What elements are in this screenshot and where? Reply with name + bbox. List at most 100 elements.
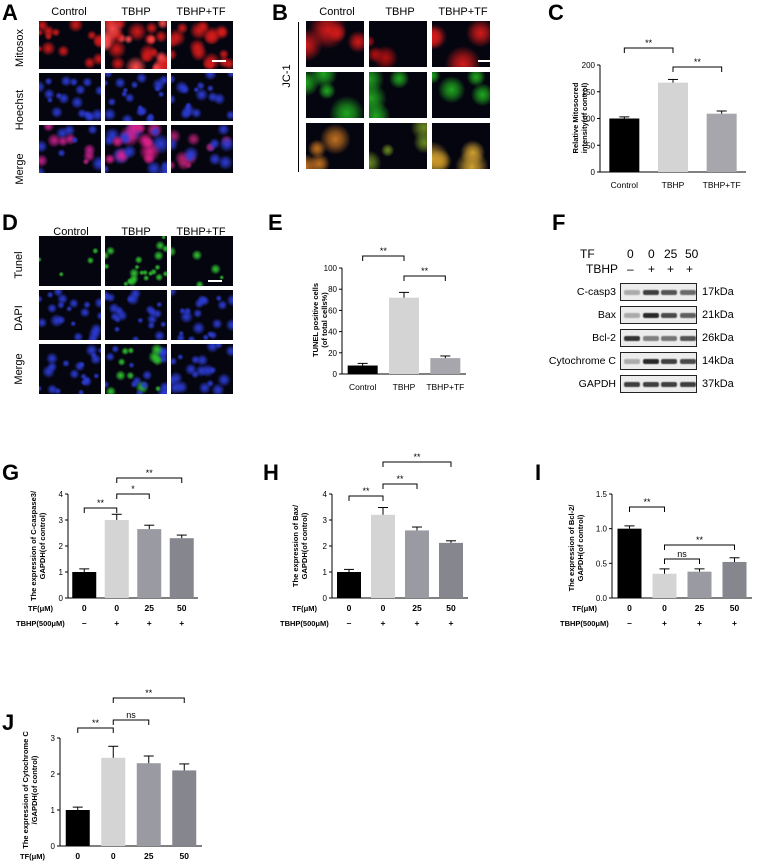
significance-label: ** bbox=[92, 718, 100, 728]
bar bbox=[172, 770, 197, 846]
bar bbox=[337, 572, 361, 598]
blot-band bbox=[661, 336, 677, 341]
x-tick-label: 0 bbox=[111, 851, 116, 861]
y-tick-label: 0 bbox=[323, 594, 328, 603]
bar bbox=[405, 530, 429, 598]
significance-label: ** bbox=[380, 246, 388, 256]
panel-label-d: D bbox=[2, 210, 18, 235]
bar bbox=[722, 561, 747, 598]
x-tick-label: 0 bbox=[347, 603, 352, 613]
blot-kda-label: 17kDa bbox=[702, 286, 734, 298]
panel-d-image-r2-c3 bbox=[170, 289, 234, 341]
panel-b-image-r3-c2 bbox=[368, 122, 428, 170]
bar bbox=[65, 810, 90, 846]
tbhp-value: + bbox=[732, 618, 737, 628]
significance-bracket bbox=[382, 483, 418, 489]
tbhp-value: + bbox=[381, 618, 386, 628]
bar bbox=[617, 528, 642, 598]
bar bbox=[104, 520, 129, 598]
panel-d-image-r1-c3 bbox=[170, 235, 234, 287]
panel-label-f: F bbox=[552, 210, 566, 235]
y-tick-label: 40 bbox=[328, 328, 337, 337]
significance-label: ** bbox=[694, 57, 702, 67]
blot-tbhp-1: + bbox=[648, 262, 656, 276]
significance-label: ** bbox=[396, 474, 404, 484]
panel-b-image-r2-c1 bbox=[305, 71, 365, 119]
x-tick-label: 0 bbox=[381, 603, 386, 613]
significance-bracket bbox=[664, 558, 700, 564]
panel-a-col-tbhp: TBHP bbox=[121, 6, 151, 18]
x-tick-label: 25 bbox=[695, 603, 705, 613]
y-tick-label: 50 bbox=[586, 141, 595, 150]
bar bbox=[687, 571, 712, 598]
significance-bracket bbox=[77, 727, 114, 733]
bar bbox=[389, 297, 419, 374]
significance-label: ns bbox=[677, 549, 687, 559]
x-tick-label: 25 bbox=[144, 851, 154, 861]
tbhp-value: + bbox=[114, 618, 119, 628]
significance-bracket bbox=[664, 544, 735, 550]
blot-tbhp-2: + bbox=[667, 262, 675, 276]
significance-bracket bbox=[382, 461, 452, 467]
scale-bar bbox=[208, 280, 222, 282]
y-tick-label: 4 bbox=[323, 490, 328, 499]
x-tick-label: TBHP+TF bbox=[426, 382, 464, 392]
y-axis-label-E: TUNEL positive cells(of total cells%) bbox=[311, 283, 329, 357]
blot-band bbox=[642, 336, 659, 341]
x-tick-label: 0 bbox=[75, 851, 80, 861]
tbhp-value: + bbox=[697, 618, 702, 628]
tbhp-value: + bbox=[147, 618, 152, 628]
scale-bar bbox=[212, 60, 226, 62]
blot-row-label: Cytochrome C bbox=[548, 355, 616, 367]
panel-b-image-r2-c3 bbox=[431, 71, 491, 119]
tf-row-label: TF(μM) bbox=[28, 604, 53, 613]
y-tick-label: 0.0 bbox=[596, 594, 608, 603]
y-tick-label: 1 bbox=[51, 806, 56, 815]
blot-strip bbox=[620, 283, 697, 301]
panel-b-image-r1-c3 bbox=[431, 20, 491, 68]
blot-tbhp-3: + bbox=[686, 262, 694, 276]
bar bbox=[371, 514, 395, 598]
y-tick-label: 1 bbox=[59, 568, 64, 577]
panel-d-image-r3-c2 bbox=[104, 343, 168, 395]
y-tick-label: 0.5 bbox=[596, 559, 608, 568]
panel-label-j: J bbox=[2, 710, 15, 735]
x-tick-label: Control bbox=[611, 180, 639, 190]
x-tick-label: Control bbox=[349, 382, 377, 392]
significance-label: ** bbox=[362, 486, 370, 496]
tf-row-label: TF(μM) bbox=[292, 604, 317, 613]
panel-a-image-r1-c2 bbox=[104, 20, 168, 70]
panel-a-image-r2-c1 bbox=[38, 72, 102, 122]
blot-tf-0a: 0 bbox=[627, 247, 634, 261]
panel-a-image-r2-c2 bbox=[104, 72, 168, 122]
blot-band bbox=[624, 336, 640, 341]
blot-band bbox=[661, 382, 677, 387]
y-tick-label: 3 bbox=[59, 516, 64, 525]
panel-b-col-tbhp-tf: TBHP+TF bbox=[438, 6, 488, 18]
blot-tbhp-0: – bbox=[627, 262, 634, 276]
bar bbox=[137, 529, 162, 598]
blot-band bbox=[642, 382, 659, 387]
blot-kda-label: 26kDa bbox=[702, 332, 734, 344]
panel-a-image-r2-c3 bbox=[170, 72, 234, 122]
x-tick-label: 25 bbox=[145, 603, 155, 613]
y-axis-label-H: The expression of Bax/GAPDH(of control) bbox=[291, 504, 309, 587]
bar bbox=[706, 113, 737, 172]
panel-d-image-r2-c1 bbox=[38, 289, 102, 341]
panel-a-image-r3-c3 bbox=[170, 124, 234, 174]
bar bbox=[609, 118, 640, 172]
bar bbox=[101, 757, 126, 846]
y-tick-label: 1 bbox=[323, 568, 328, 577]
significance-bracket bbox=[112, 719, 150, 725]
blot-strip bbox=[620, 329, 697, 347]
bar bbox=[136, 763, 161, 846]
blot-row-label: Bax bbox=[597, 309, 616, 321]
x-tick-label: 50 bbox=[177, 603, 187, 613]
significance-bracket bbox=[116, 493, 150, 499]
tbhp-value: + bbox=[662, 618, 667, 628]
blot-row-label: C-casp3 bbox=[576, 286, 616, 298]
y-tick-label: 0 bbox=[59, 594, 64, 603]
blot-row-label: GAPDH bbox=[578, 378, 616, 390]
significance-bracket bbox=[348, 495, 384, 501]
y-tick-label: 100 bbox=[582, 115, 596, 124]
